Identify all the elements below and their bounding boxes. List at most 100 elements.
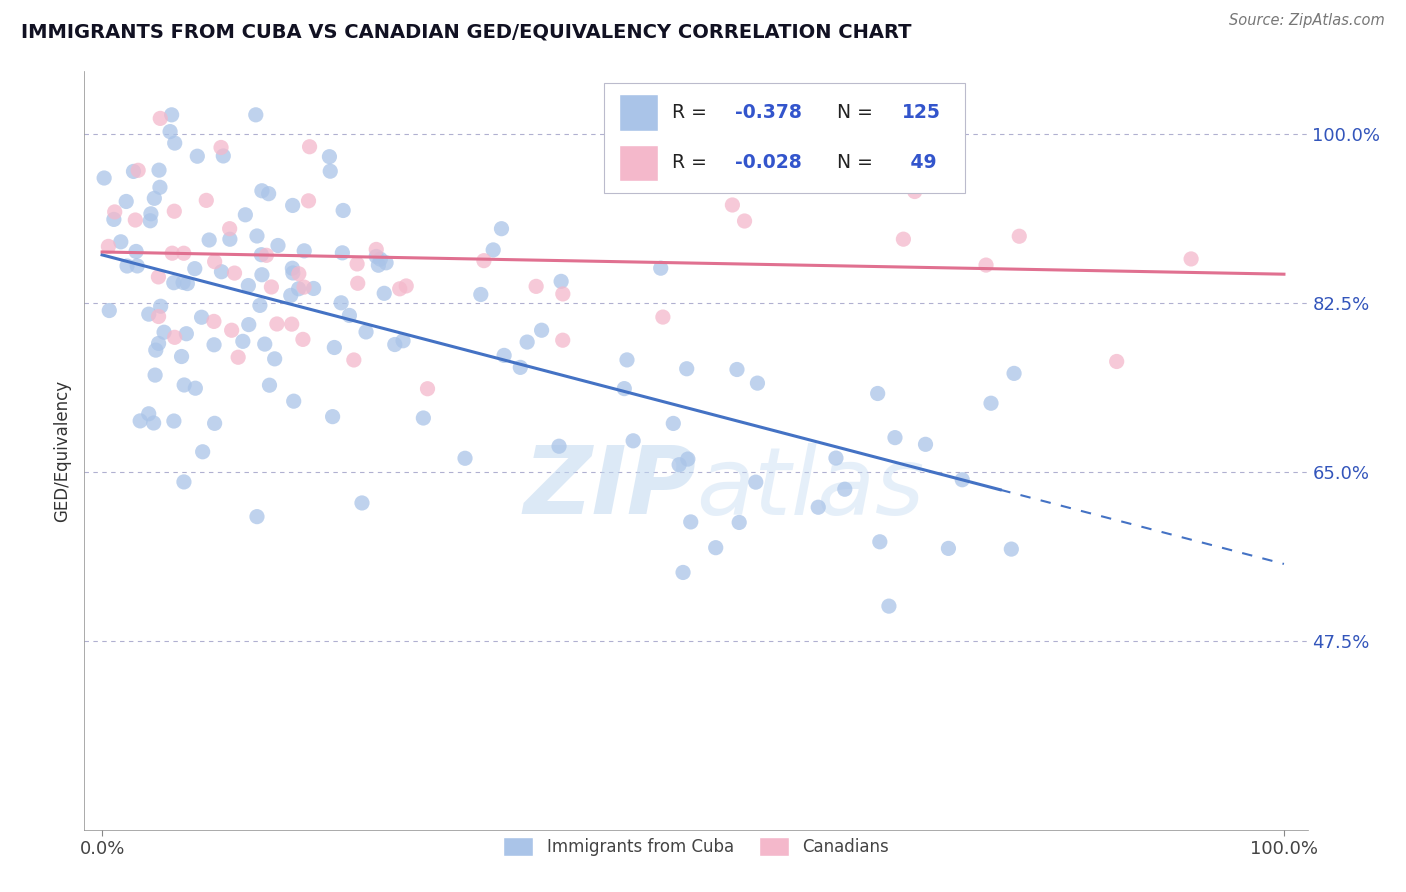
Point (869, 534, 891, 549)
Point (292, 244, 315, 258)
Point (938, 541, 960, 556)
Point (651, 310, 673, 324)
Text: IMMIGRANTS FROM CUBA VS CANADIAN GED/EQUIVALENCY CORRELATION CHART: IMMIGRANTS FROM CUBA VS CANADIAN GED/EQU… (21, 22, 911, 41)
Point (259, 378, 281, 392)
Point (280, 317, 302, 331)
Point (904, 185, 927, 199)
Point (621, 434, 644, 448)
Point (375, 256, 398, 270)
Point (454, 451, 477, 466)
Point (184, 381, 207, 395)
Point (494, 348, 516, 362)
Point (260, 280, 283, 294)
Point (834, 482, 856, 496)
Point (1105, 354, 1128, 368)
Point (866, 386, 889, 401)
Point (195, 194, 218, 208)
Point (530, 323, 553, 337)
Point (163, 330, 186, 344)
Point (550, 274, 572, 288)
Text: 125: 125 (901, 103, 941, 122)
Point (250, 184, 273, 198)
Point (893, 232, 915, 246)
Point (392, 334, 415, 348)
Point (950, 473, 973, 487)
Point (218, 232, 240, 246)
Point (204, 417, 226, 431)
Y-axis label: GED/Equivalency: GED/Equivalency (53, 379, 72, 522)
Point (288, 267, 311, 281)
Point (149, 180, 172, 194)
Point (807, 500, 830, 515)
Point (877, 599, 900, 614)
Point (245, 108, 267, 122)
Point (159, 125, 181, 139)
Point (388, 282, 411, 296)
Point (322, 409, 344, 424)
Point (330, 295, 353, 310)
Point (884, 431, 907, 445)
Bar (619, 145, 658, 181)
Point (226, 351, 249, 365)
Point (212, 149, 235, 163)
Point (93, 171, 115, 186)
Point (643, 161, 665, 176)
Point (160, 108, 183, 122)
Point (125, 244, 148, 259)
Point (974, 258, 997, 272)
Text: N =: N = (837, 153, 879, 172)
Point (412, 411, 434, 425)
Point (211, 265, 233, 279)
Point (129, 414, 152, 428)
Point (318, 150, 340, 164)
Point (263, 351, 285, 366)
Point (115, 259, 138, 273)
Point (148, 269, 170, 284)
Point (1000, 542, 1022, 557)
Bar (619, 95, 658, 130)
Point (184, 261, 207, 276)
Point (176, 277, 198, 291)
Point (292, 280, 315, 294)
Point (266, 317, 288, 331)
Point (254, 248, 277, 262)
Point (675, 361, 697, 376)
Point (115, 194, 138, 209)
Point (224, 266, 246, 280)
Point (366, 243, 388, 257)
Point (176, 326, 198, 341)
Point (173, 475, 195, 489)
Point (221, 323, 243, 337)
Point (127, 259, 149, 273)
Point (191, 444, 214, 458)
Text: N =: N = (837, 103, 879, 122)
Point (190, 310, 212, 325)
Point (281, 266, 304, 280)
Point (721, 198, 744, 212)
Point (367, 258, 389, 272)
Point (143, 368, 166, 383)
Text: -0.028: -0.028 (735, 153, 801, 172)
Text: atlas: atlas (696, 442, 924, 534)
Point (246, 229, 269, 244)
Point (238, 278, 260, 293)
Point (163, 276, 186, 290)
Point (281, 198, 304, 212)
Point (291, 332, 314, 346)
Point (298, 140, 321, 154)
Text: Source: ZipAtlas.com: Source: ZipAtlas.com (1229, 13, 1385, 29)
Point (339, 309, 361, 323)
Point (209, 140, 232, 154)
Point (297, 194, 319, 208)
Point (650, 261, 672, 276)
Point (148, 336, 170, 351)
Point (734, 214, 756, 228)
Point (267, 238, 290, 252)
Text: R =: R = (672, 153, 713, 172)
Point (368, 252, 391, 267)
Point (232, 334, 254, 349)
Point (145, 343, 167, 358)
Point (662, 417, 685, 431)
Point (745, 475, 768, 490)
Point (163, 136, 186, 150)
